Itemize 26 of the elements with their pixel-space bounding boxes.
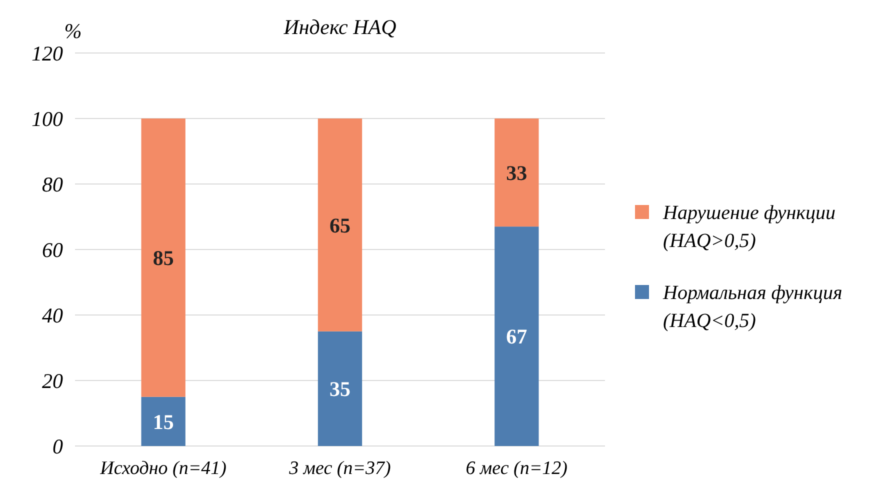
chart-title: Индекс HAQ	[282, 15, 396, 39]
data-label: 85	[152, 246, 174, 270]
bar	[141, 118, 186, 397]
bar	[494, 118, 539, 227]
bar	[141, 396, 186, 446]
data-label: 65	[330, 213, 350, 238]
y-tick-label: 20	[42, 368, 64, 393]
legend-label: Нарушение функции (HAQ>0,5)	[662, 202, 836, 252]
y-tick-label: 60	[42, 238, 64, 262]
y-tick-label: 0	[52, 434, 64, 458]
data-label: 33	[506, 160, 528, 185]
x-tick-label: 6 мес (n=12)	[466, 458, 568, 479]
data-label: 35	[330, 377, 350, 402]
y-tick-label: 100	[32, 106, 64, 131]
y-axis-title: %	[64, 19, 82, 43]
x-tick-label: 3 мес (n=37)	[288, 458, 391, 479]
x-tick-label: Исходно (n=41)	[99, 458, 227, 479]
data-label: 67	[506, 324, 528, 349]
data-label: 15	[152, 410, 174, 434]
y-tick-label: 80	[42, 172, 64, 196]
legend-label: Нормальная функция (HAQ<0,5)	[662, 282, 842, 332]
bar	[318, 331, 362, 446]
y-tick-label: 40	[42, 303, 64, 328]
bar	[494, 226, 539, 446]
y-tick-label: 120	[32, 41, 64, 66]
bar	[318, 118, 362, 332]
